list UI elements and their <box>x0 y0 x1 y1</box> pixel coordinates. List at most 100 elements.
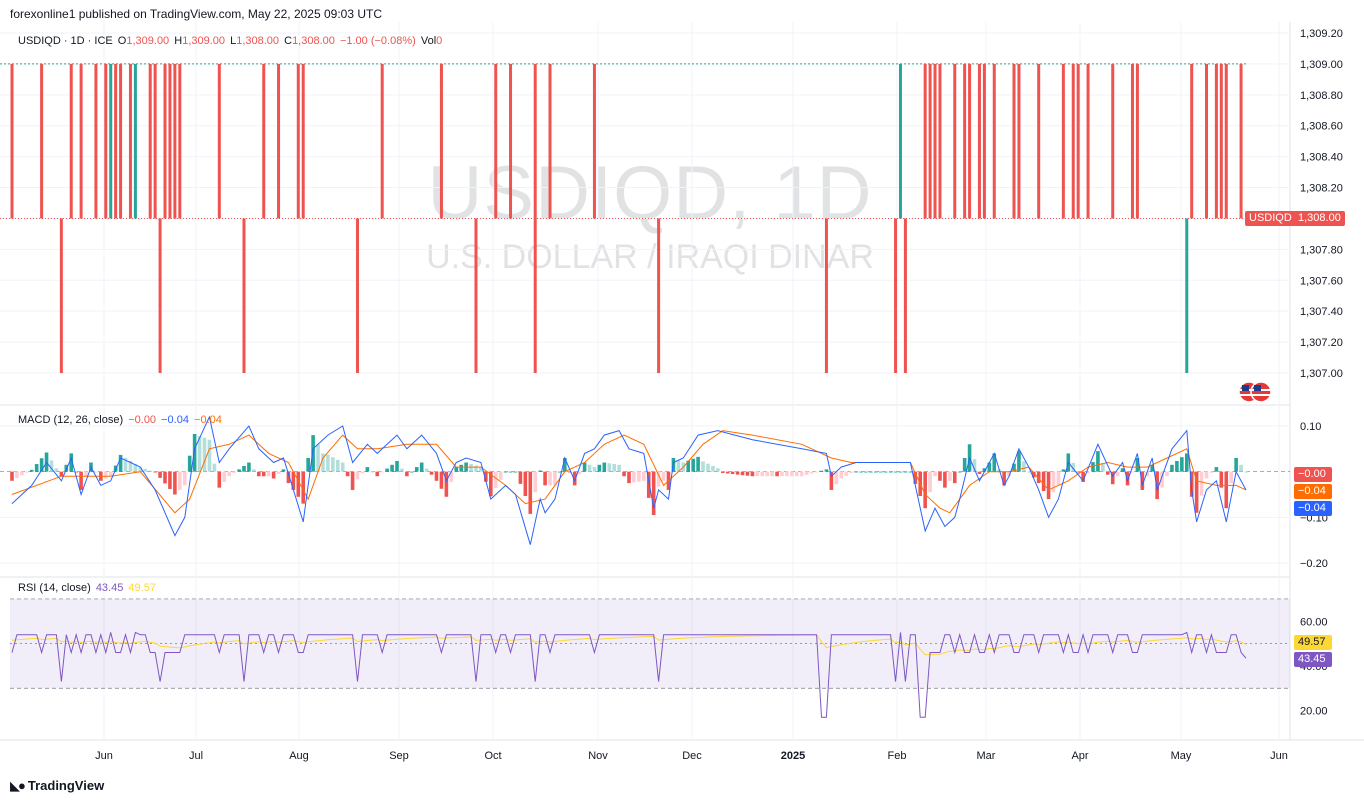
macd-hist-bar <box>1081 471 1085 482</box>
macd-hist-bar <box>128 461 133 472</box>
candle <box>1205 63 1209 219</box>
legend-low-value: 1,308.00 <box>236 35 280 47</box>
macd-hist-bar <box>1239 464 1243 472</box>
candle <box>40 63 44 219</box>
macd-hist-bar <box>661 471 666 481</box>
candle <box>163 63 167 219</box>
macd-hist-bar <box>484 471 488 482</box>
macd-hist-bar <box>375 471 380 477</box>
macd-hist-bar <box>429 471 434 475</box>
macd-hist-bar <box>395 461 399 472</box>
macd-hist-bar <box>340 462 345 472</box>
macd-hist-bar <box>1101 462 1105 472</box>
legend-open-label: O <box>117 35 127 47</box>
macd-hist-bar <box>498 471 503 480</box>
publish-line: forexonline1 published on TradingView.co… <box>10 7 383 21</box>
macd-hist-bar <box>785 471 789 477</box>
rsi-legend[interactable]: RSI (14, close) 43.45 49.57 <box>18 582 156 594</box>
time-tick-label: Apr <box>1071 750 1088 762</box>
macd-hist-bar <box>597 464 602 472</box>
macd-hist-bar <box>79 471 83 490</box>
candle <box>380 63 384 219</box>
candle <box>1076 63 1080 219</box>
macd-hist-bar <box>720 471 725 473</box>
macd-hist-bar <box>227 471 231 477</box>
macd-hist-bar <box>345 471 350 477</box>
candle <box>938 63 942 219</box>
price-tick-label: 1,307.40 <box>1300 306 1343 318</box>
candle <box>977 63 981 219</box>
candle <box>1086 63 1090 219</box>
candle <box>923 63 927 219</box>
macd-hist-bar <box>548 471 552 486</box>
macd-hist-bar <box>444 471 449 497</box>
macd-hist-bar <box>380 471 384 473</box>
macd-hist-bar <box>212 463 217 472</box>
candle <box>968 63 972 219</box>
macd-hist-bar <box>414 467 419 472</box>
macd-hist-bar <box>25 471 29 473</box>
candle <box>1185 218 1189 373</box>
candle <box>953 63 957 219</box>
candle <box>898 63 902 219</box>
rsi-ma-line <box>11 634 1247 656</box>
macd-hist-bar <box>888 471 893 473</box>
macd-legend[interactable]: MACD (12, 26, close) −0.00 −0.04 −0.04 <box>18 414 222 426</box>
macd-hist-bar <box>232 471 236 473</box>
macd-hist-bar <box>29 469 34 472</box>
time-tick-label: 2025 <box>781 750 805 762</box>
macd-hist-bar <box>1031 471 1036 478</box>
candle <box>148 63 152 219</box>
macd-hist-bar <box>54 468 59 472</box>
macd-hist-bar <box>750 471 755 477</box>
macd-hist-bar <box>982 468 987 472</box>
macd-hist-bar <box>49 460 54 472</box>
macd-hist-bar <box>1036 471 1041 484</box>
macd-hist-bar <box>365 467 370 472</box>
macd-hist-bar <box>701 461 705 472</box>
macd-hist-bar <box>1204 471 1209 479</box>
main-legend[interactable]: USDIQD · 1D · ICE O1,309.00 H1,309.00 L1… <box>18 35 442 47</box>
macd-hist-bar <box>824 469 829 472</box>
macd-hist-bar <box>123 457 128 472</box>
macd-hist-bar <box>449 471 454 482</box>
macd-hist-bar <box>1012 463 1016 472</box>
macd-hist-bar <box>572 471 577 486</box>
macd-hist-bar <box>321 453 325 472</box>
candle <box>168 63 172 219</box>
macd-hist-bar <box>266 471 271 477</box>
macd-hist-bar <box>592 467 597 472</box>
macd-hist-bar <box>1017 451 1021 472</box>
macd-hist-bar <box>646 471 651 498</box>
candle <box>992 63 996 219</box>
macd-hist-bar <box>913 471 918 484</box>
candle <box>1037 63 1041 219</box>
candle <box>242 218 246 373</box>
macd-hist-bar <box>34 464 39 472</box>
macd-hist-bar <box>1056 471 1061 486</box>
us-flag-icon[interactable] <box>1238 381 1272 403</box>
macd-hist-bar <box>706 463 710 472</box>
macd-hist-bar <box>893 471 898 473</box>
rsi-legend-ma: 49.57 <box>128 582 156 594</box>
watermark-title: USDIQD, 1D <box>427 151 873 236</box>
macd-hist-bar <box>163 471 167 484</box>
macd-hist-bar <box>627 471 631 484</box>
macd-hist-bar <box>153 471 157 473</box>
time-tick-label: Aug <box>289 750 309 762</box>
candle <box>79 63 83 219</box>
tradingview-logo[interactable]: ◣● TradingView <box>10 778 104 794</box>
legend-high-label: H <box>174 35 183 47</box>
candle <box>1214 63 1218 219</box>
macd-hist-bar <box>1180 457 1184 472</box>
macd-hist-bar <box>108 471 113 477</box>
candle <box>301 63 305 219</box>
candle <box>1190 63 1194 219</box>
legend-volume-value: 0 <box>436 35 443 47</box>
tradingview-brand: TradingView <box>27 778 105 793</box>
macd-hist-bar <box>1120 468 1125 472</box>
candle <box>128 63 132 219</box>
candle <box>933 63 937 219</box>
candle <box>963 63 967 219</box>
